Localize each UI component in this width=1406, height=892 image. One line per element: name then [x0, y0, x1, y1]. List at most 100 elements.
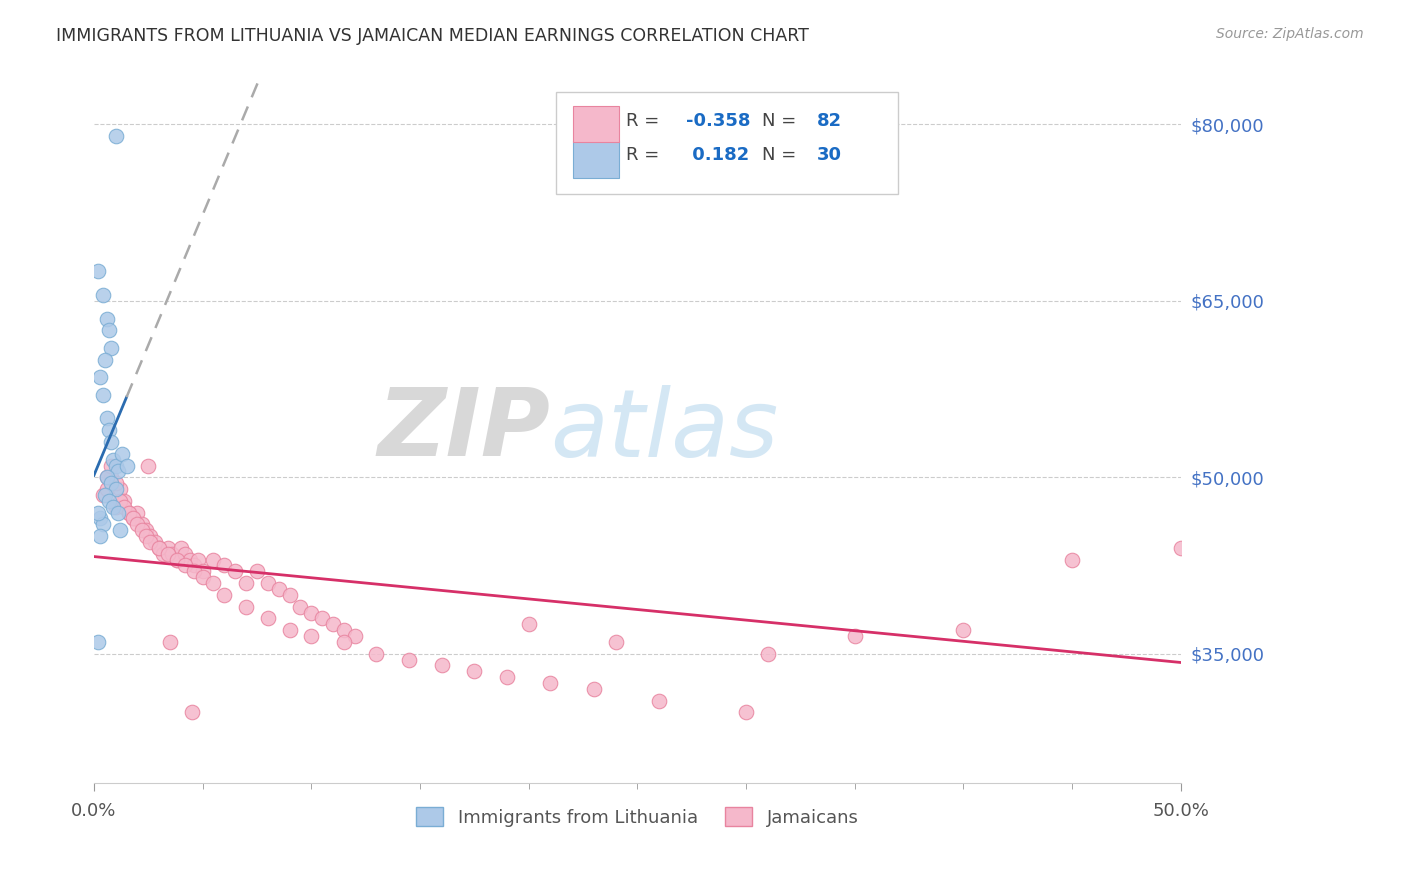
- Point: [152, 547, 174, 561]
- Point: [104, 458, 127, 473]
- Text: -0.358: -0.358: [686, 112, 751, 130]
- Point: [299, 629, 322, 643]
- Text: Source: ZipAtlas.com: Source: ZipAtlas.com: [1216, 27, 1364, 41]
- Point: [179, 552, 201, 566]
- Point: [94, 352, 117, 367]
- Point: [191, 565, 214, 579]
- Point: [100, 435, 122, 450]
- Point: [96, 482, 118, 496]
- Point: [267, 582, 290, 596]
- Point: [135, 529, 157, 543]
- Point: [103, 452, 125, 467]
- Point: [104, 500, 127, 514]
- Point: [122, 511, 145, 525]
- Point: [605, 635, 627, 649]
- Point: [96, 470, 118, 484]
- FancyBboxPatch shape: [574, 105, 619, 143]
- Point: [98, 423, 121, 437]
- Point: [94, 488, 117, 502]
- Point: [98, 493, 121, 508]
- Text: N =: N =: [762, 112, 803, 130]
- Text: IMMIGRANTS FROM LITHUANIA VS JAMAICAN MEDIAN EARNINGS CORRELATION CHART: IMMIGRANTS FROM LITHUANIA VS JAMAICAN ME…: [56, 27, 808, 45]
- Point: [517, 617, 540, 632]
- Point: [115, 458, 138, 473]
- Point: [170, 541, 193, 555]
- Point: [1060, 552, 1083, 566]
- Point: [278, 588, 301, 602]
- Point: [844, 629, 866, 643]
- Point: [430, 658, 453, 673]
- Text: R =: R =: [627, 112, 665, 130]
- Point: [118, 506, 141, 520]
- Point: [107, 464, 129, 478]
- Point: [180, 706, 202, 720]
- Point: [202, 576, 225, 591]
- Point: [122, 511, 145, 525]
- Point: [136, 458, 159, 473]
- Point: [127, 506, 149, 520]
- Point: [299, 606, 322, 620]
- Point: [139, 535, 162, 549]
- Point: [89, 511, 111, 525]
- Point: [538, 676, 561, 690]
- Point: [87, 264, 110, 278]
- Point: [127, 517, 149, 532]
- Point: [1170, 541, 1192, 555]
- Text: atlas: atlas: [550, 384, 779, 475]
- Point: [290, 599, 312, 614]
- Point: [582, 681, 605, 696]
- Point: [108, 523, 131, 537]
- Point: [174, 547, 197, 561]
- Point: [112, 500, 135, 514]
- Point: [100, 476, 122, 491]
- Point: [343, 629, 366, 643]
- Point: [100, 470, 122, 484]
- Point: [89, 370, 111, 384]
- Point: [322, 617, 344, 632]
- Point: [256, 576, 278, 591]
- Point: [98, 323, 121, 337]
- Point: [398, 652, 420, 666]
- FancyBboxPatch shape: [555, 92, 898, 194]
- Legend: Immigrants from Lithuania, Jamaicans: Immigrants from Lithuania, Jamaicans: [409, 800, 866, 834]
- Point: [496, 670, 519, 684]
- Point: [224, 565, 246, 579]
- Point: [183, 565, 205, 579]
- Point: [735, 706, 758, 720]
- Point: [143, 535, 166, 549]
- Text: ZIP: ZIP: [378, 384, 550, 476]
- Point: [463, 665, 485, 679]
- Point: [156, 541, 179, 555]
- Point: [278, 623, 301, 637]
- Point: [111, 447, 134, 461]
- Point: [214, 558, 236, 573]
- Point: [366, 647, 388, 661]
- Point: [756, 647, 779, 661]
- Point: [235, 599, 257, 614]
- Point: [104, 129, 127, 144]
- Point: [96, 411, 118, 425]
- Point: [648, 694, 671, 708]
- Point: [166, 552, 188, 566]
- Point: [131, 523, 153, 537]
- Point: [952, 623, 974, 637]
- Point: [174, 558, 197, 573]
- Point: [131, 517, 153, 532]
- Point: [214, 588, 236, 602]
- Point: [91, 517, 114, 532]
- Point: [108, 482, 131, 496]
- Point: [183, 558, 205, 573]
- Point: [139, 529, 162, 543]
- Text: R =: R =: [627, 146, 665, 164]
- Point: [235, 576, 257, 591]
- Point: [87, 635, 110, 649]
- Point: [96, 311, 118, 326]
- Point: [104, 476, 127, 491]
- Point: [246, 565, 269, 579]
- Point: [107, 506, 129, 520]
- Point: [96, 470, 118, 484]
- Point: [103, 500, 125, 514]
- Text: 82: 82: [817, 112, 842, 130]
- Point: [100, 458, 122, 473]
- Text: 0.182: 0.182: [686, 146, 749, 164]
